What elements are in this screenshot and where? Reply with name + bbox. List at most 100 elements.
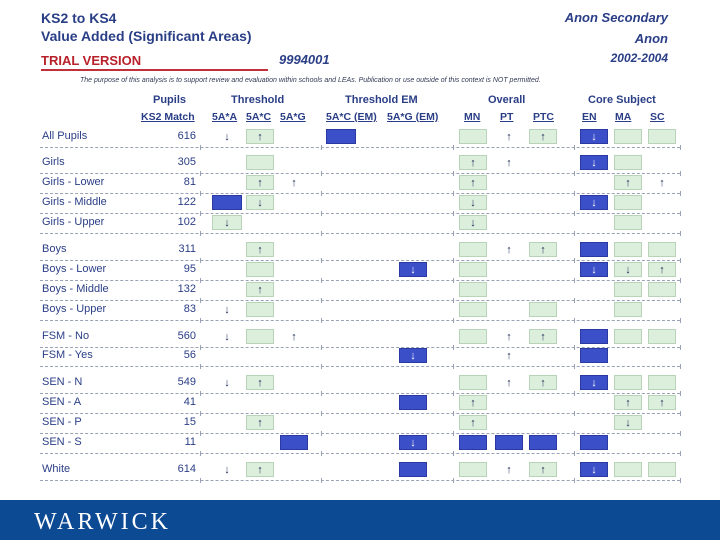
- group-overall: Overall: [488, 94, 526, 106]
- separator-tick: [321, 278, 322, 283]
- group-pupils: Pupils: [153, 94, 187, 106]
- cell-5a-g-em: [399, 462, 427, 477]
- separator-tick: [200, 231, 201, 236]
- cell-mn: [459, 375, 487, 390]
- separator-tick: [574, 411, 575, 416]
- report-title-line1: KS2 to KS4: [41, 10, 117, 26]
- cell-ptc: ↑: [529, 129, 557, 144]
- row-pupil-count: 102: [177, 216, 196, 228]
- arrow-down-icon: ↓: [591, 156, 597, 169]
- separator-tick: [453, 364, 454, 369]
- separator-tick: [453, 345, 454, 350]
- cell-sc: [648, 129, 676, 144]
- separator-tick: [200, 345, 201, 350]
- cell-ma: [614, 375, 642, 390]
- row-pupil-count: 83: [183, 303, 196, 315]
- separator-tick: [574, 278, 575, 283]
- cell-ptc: ↑: [529, 375, 557, 390]
- separator-tick: [453, 231, 454, 236]
- cell-mn: [459, 262, 487, 277]
- row-label: Boys: [42, 243, 67, 255]
- row-pupil-count: 11: [184, 436, 196, 448]
- arrow-up-icon: ↑: [257, 416, 263, 429]
- separator-tick: [200, 298, 201, 303]
- separator-tick: [574, 318, 575, 323]
- arrow-up-icon: ↑: [659, 176, 665, 189]
- cell-en: [580, 329, 608, 344]
- row-separator: [40, 413, 680, 414]
- separator-tick: [321, 391, 322, 396]
- cell-ma: [614, 462, 642, 477]
- cell-en: ↓: [580, 262, 608, 277]
- row-pupil-count: 15: [183, 416, 196, 428]
- cell-5a-g-em: [399, 395, 427, 410]
- cell-5a-g: ↑: [280, 175, 308, 190]
- separator-tick: [200, 431, 201, 436]
- cell-5a-c: [246, 302, 274, 317]
- row-pupil-count: 122: [177, 196, 196, 208]
- arrow-down-icon: ↓: [257, 196, 263, 209]
- row-pupil-count: 560: [177, 330, 196, 342]
- separator-tick: [200, 171, 201, 176]
- separator-tick: [200, 278, 201, 283]
- cell-5a-c: ↓: [246, 195, 274, 210]
- separator-tick: [574, 364, 575, 369]
- cell-ptc: ↑: [529, 462, 557, 477]
- separator-tick: [453, 391, 454, 396]
- separator-tick: [200, 391, 201, 396]
- arrow-up-icon: ↑: [625, 396, 631, 409]
- arrow-up-icon: ↑: [540, 376, 546, 389]
- separator-tick: [200, 451, 201, 456]
- separator-tick: [680, 145, 681, 150]
- row-separator: [40, 433, 680, 434]
- cell-sc: [648, 375, 676, 390]
- separator-tick: [321, 171, 322, 176]
- arrow-down-icon: ↓: [625, 263, 631, 276]
- arrow-down-icon: ↓: [591, 196, 597, 209]
- separator-tick: [453, 278, 454, 283]
- row-separator: [40, 480, 680, 481]
- row-separator: [40, 147, 680, 148]
- separator-tick: [453, 451, 454, 456]
- separator-tick: [574, 345, 575, 350]
- separator-tick: [321, 431, 322, 436]
- row-label: Girls - Upper: [42, 216, 105, 228]
- row-label: SEN - S: [42, 436, 82, 448]
- separator-tick: [321, 258, 322, 263]
- separator-tick: [680, 318, 681, 323]
- cell-pt: ↑: [495, 129, 523, 144]
- cell-5a-a: ↓: [212, 462, 242, 477]
- separator-tick: [321, 451, 322, 456]
- separator-tick: [453, 191, 454, 196]
- cell-pt: [495, 435, 523, 450]
- col-pt: PT: [500, 111, 514, 123]
- cell-mn: [459, 242, 487, 257]
- school-code: 9994001: [279, 52, 330, 67]
- cell-sc: [648, 462, 676, 477]
- arrow-down-icon: ↓: [410, 349, 416, 362]
- row-label: FSM - Yes: [42, 349, 93, 361]
- cell-mn: [459, 329, 487, 344]
- separator-tick: [321, 318, 322, 323]
- separator-tick: [453, 411, 454, 416]
- cell-5a-g-em: ↓: [399, 348, 427, 363]
- trial-underline: [41, 69, 268, 71]
- cell-en: ↓: [580, 195, 608, 210]
- cell-pt: ↑: [495, 462, 523, 477]
- lea-name: Anon: [634, 31, 668, 46]
- cell-5a-c: [246, 329, 274, 344]
- cell-sc: [648, 242, 676, 257]
- cell-mn: [459, 129, 487, 144]
- footer-bar: [0, 500, 720, 540]
- cell-ma: [614, 242, 642, 257]
- cell-ma: [614, 329, 642, 344]
- arrow-up-icon: ↑: [659, 263, 665, 276]
- row-label: Girls: [42, 156, 65, 168]
- arrow-down-icon: ↓: [224, 216, 230, 229]
- separator-tick: [680, 345, 681, 350]
- row-separator: [40, 280, 680, 281]
- school-name: Anon Secondary: [564, 10, 668, 25]
- separator-tick: [680, 391, 681, 396]
- cell-ptc: [529, 435, 557, 450]
- cell-5a-g: ↑: [280, 329, 308, 344]
